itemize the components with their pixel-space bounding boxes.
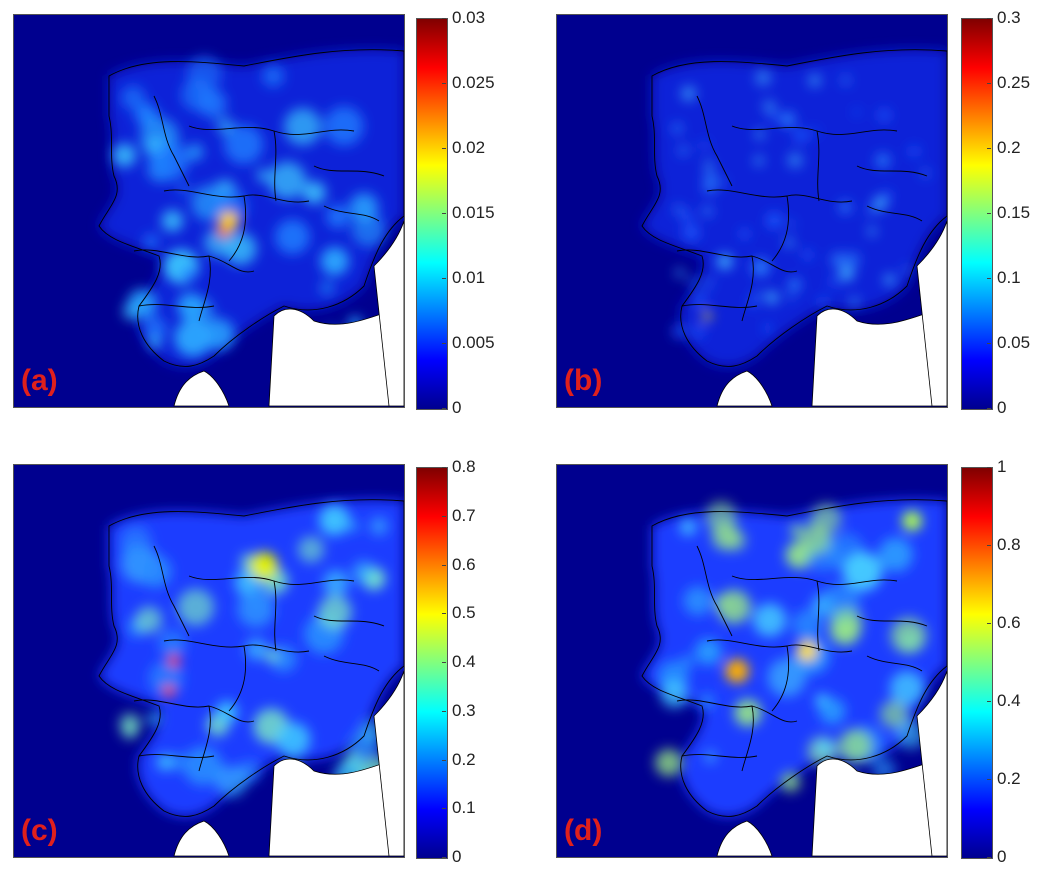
- map-canvas: [557, 466, 947, 857]
- colorbar-tick-label: 0: [997, 398, 1007, 417]
- colorbar-tick: [442, 408, 446, 409]
- colorbar-tick-label: 0.6: [997, 613, 1021, 632]
- colorbar-tick: [442, 83, 446, 84]
- colorbar-tick-label: 0.025: [452, 73, 495, 92]
- colorbar-tick: [987, 83, 991, 84]
- colorbar-tick-label: 0: [452, 847, 462, 866]
- colorbar-tick-label: 0.01: [452, 268, 486, 287]
- no-data-region: [716, 820, 773, 857]
- colorbar-tick: [442, 515, 446, 517]
- colorbar-gradient: [417, 19, 447, 409]
- map-canvas: [14, 466, 404, 857]
- colorbar-tick: [987, 701, 991, 702]
- colorbar-tick-label: 0.4: [997, 691, 1021, 710]
- colorbar-tick: [987, 278, 991, 279]
- colorbar-tick: [442, 808, 446, 810]
- colorbar-tick-label: 0.2: [997, 769, 1021, 788]
- colorbar: [961, 18, 993, 410]
- colorbar-tick: [987, 408, 991, 409]
- colorbar-tick-label: 0.05: [997, 333, 1031, 352]
- colorbar-tick: [987, 18, 991, 19]
- colorbar-tick-label: 0.005: [452, 333, 495, 352]
- colorbar-tick: [442, 148, 446, 149]
- colorbar-tick-label: 0.02: [452, 138, 486, 157]
- colorbar-tick: [442, 213, 446, 214]
- map-image: [13, 464, 405, 858]
- land-field: [642, 49, 947, 367]
- panel-label: (b): [564, 364, 603, 397]
- no-data-region: [373, 220, 404, 407]
- country-borders: [641, 49, 947, 367]
- colorbar-gradient: [962, 468, 992, 858]
- colorbar-tick-label: 0.015: [452, 203, 495, 222]
- panel-label: (a): [21, 364, 58, 397]
- colorbar-tick: [987, 148, 991, 149]
- colorbar-tick: [987, 343, 991, 344]
- colorbar-tick: [442, 857, 446, 858]
- map-image: [13, 14, 405, 408]
- colorbar-tick: [987, 213, 991, 214]
- colorbar-tick: [987, 467, 991, 468]
- colorbar-tick-label: 0.8: [452, 457, 476, 476]
- colorbar-tick-label: 0.1: [997, 268, 1021, 287]
- colorbar-tick: [987, 545, 991, 546]
- colorbar-tick-label: 0.6: [452, 554, 476, 574]
- colorbar-tick-label: 0.3: [997, 8, 1021, 27]
- colorbar: [416, 18, 448, 410]
- colorbar-tick: [442, 343, 446, 344]
- colorbar-tick: [442, 467, 446, 468]
- colorbar: [961, 467, 993, 859]
- no-data-region: [916, 670, 947, 857]
- colorbar-tick-label: 0.3: [452, 700, 476, 720]
- colorbar-tick-label: 0.1: [452, 798, 476, 818]
- colorbar-tick: [442, 710, 446, 712]
- map-canvas: [14, 16, 404, 407]
- colorbar-tick: [987, 857, 991, 858]
- colorbar-tick-label: 0: [452, 398, 462, 417]
- colorbar-tick: [442, 564, 446, 566]
- colorbar-tick-label: 0: [997, 847, 1007, 866]
- map-image: [556, 464, 948, 858]
- colorbar-tick: [442, 278, 446, 279]
- colorbar: [416, 467, 448, 859]
- country-borders: [98, 49, 404, 367]
- colorbar-tick: [987, 779, 991, 780]
- colorbar-gradient: [962, 19, 992, 409]
- colorbar-tick-label: 0.25: [997, 73, 1031, 92]
- colorbar-tick-label: 0.15: [997, 203, 1031, 222]
- map-image: [556, 14, 948, 408]
- country-borders: [641, 499, 947, 817]
- colorbar-tick-label: 0.03: [452, 8, 486, 27]
- panel-label: (c): [21, 814, 58, 847]
- colorbar-tick-label: 0.2: [997, 138, 1021, 157]
- colorbar-tick-label: 0.8: [997, 535, 1021, 554]
- colorbar-tick-label: 0.5: [452, 603, 476, 623]
- colorbar-tick: [987, 623, 991, 624]
- panel-label: (d): [564, 814, 603, 847]
- country-borders: [98, 499, 404, 817]
- colorbar-tick: [442, 18, 446, 19]
- colorbar-gradient: [417, 468, 447, 858]
- colorbar-tick: [442, 662, 446, 663]
- no-data-region: [916, 220, 947, 407]
- no-data-region: [373, 670, 404, 857]
- colorbar-tick: [442, 613, 446, 615]
- colorbar-tick-label: 0.4: [452, 652, 476, 671]
- no-data-region: [716, 370, 773, 407]
- colorbar-tick: [442, 759, 446, 761]
- colorbar-tick-label: 0.2: [452, 749, 476, 769]
- no-data-region: [173, 820, 230, 857]
- colorbar-tick-label: 1: [997, 457, 1007, 476]
- map-canvas: [557, 16, 947, 407]
- no-data-region: [173, 370, 230, 407]
- colorbar-tick-label: 0.7: [452, 505, 476, 525]
